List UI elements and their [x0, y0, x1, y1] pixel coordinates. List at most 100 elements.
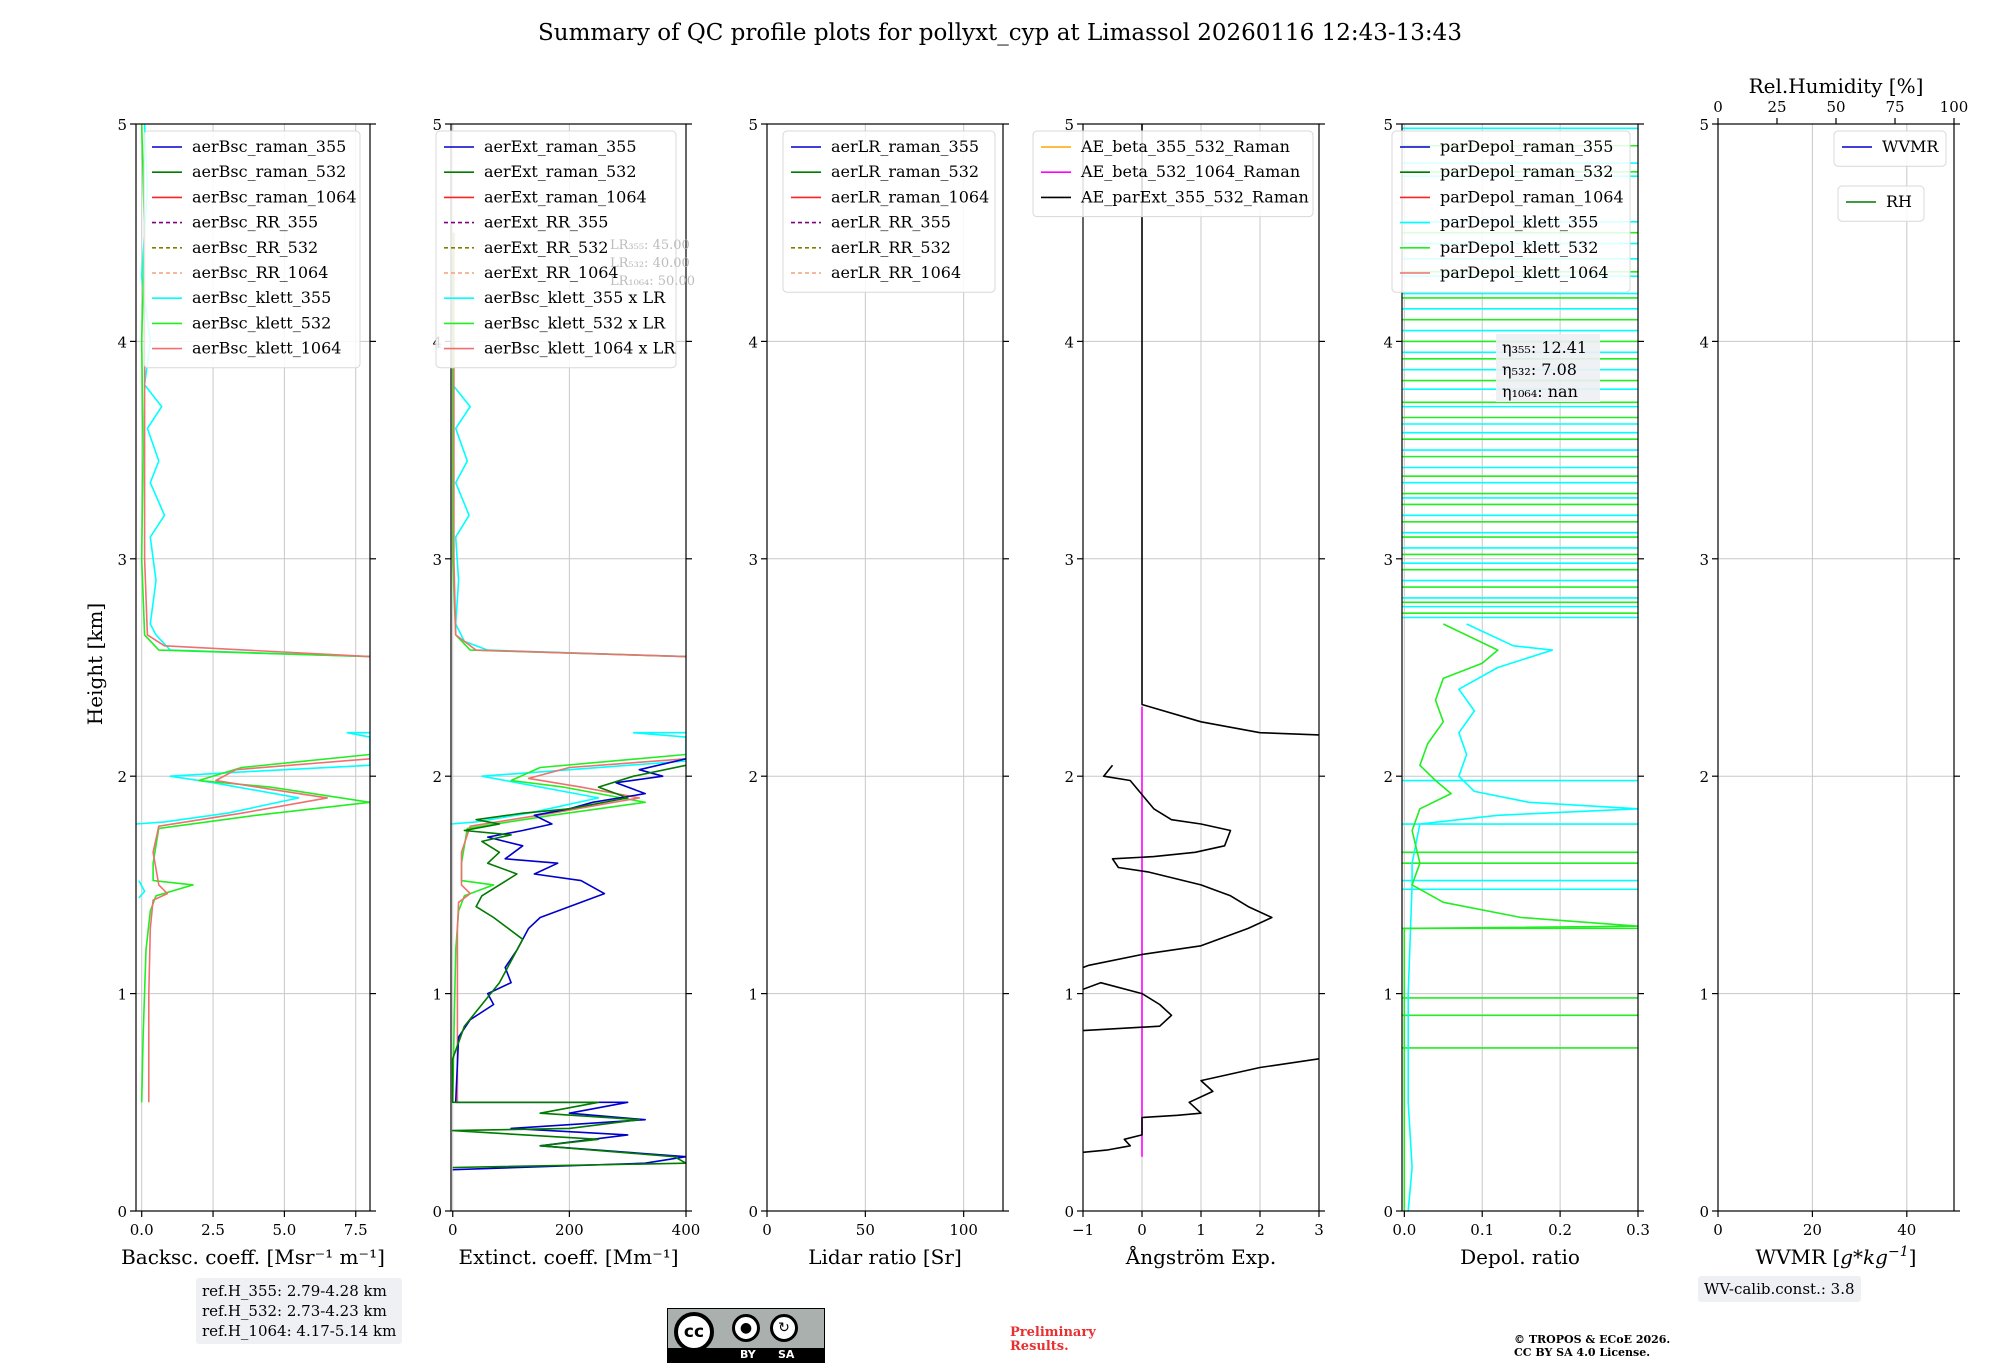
legend-rh-label-0: RH [1886, 192, 1912, 211]
wv-calib-box: WV-calib.const.: 3.8 [1698, 1276, 1861, 1302]
axes-frame [766, 123, 1004, 1212]
series-line-aerBsc_klett_532_low [140, 753, 370, 1103]
y-tick-label-2: 2 [748, 768, 758, 786]
series-line-AE_parExt_355_532_Raman_c [1083, 981, 1173, 1032]
series-line-aerBsc_klett_1064 x LR [453, 232, 686, 658]
x-tick-label-2: 100 [949, 1221, 978, 1239]
ref-heights-box: ref.H_355: 2.79-4.28 km ref.H_532: 2.73-… [196, 1278, 403, 1344]
legend-label-5: parDepol_klett_1064 [1440, 263, 1609, 282]
series-line-AE_parExt_355_532_Raman_b [1083, 764, 1273, 969]
y-tick-label-0: 0 [1699, 1203, 1709, 1221]
eta-annotation-1: η₅₃₂: 7.08 [1502, 360, 1577, 379]
legend-label-1: parDepol_raman_532 [1440, 162, 1613, 181]
x-tick-label-0: 0.0 [1392, 1221, 1416, 1239]
share-alike-icon: ↻ [770, 1314, 798, 1342]
cc-icon: cc [674, 1312, 714, 1352]
x-axis-label-pre: WVMR [ [1756, 1245, 1841, 1269]
legend-label-4: aerBsc_RR_532 [192, 238, 318, 257]
by-attribution-icon: ● [732, 1314, 760, 1342]
lr-annotation-2: LR₁₀₆₄: 50.00 [610, 274, 695, 289]
x-tick-label-0: 0 [1713, 1221, 1723, 1239]
preliminary-line-2: Results. [1010, 1339, 1069, 1354]
y-tick-label-2: 2 [1699, 768, 1709, 786]
x-tick-label-4: 3 [1314, 1221, 1324, 1239]
axes-frame [1401, 123, 1639, 1212]
legend-label-5: aerLR_RR_1064 [831, 263, 961, 282]
legend-label-7: aerBsc_klett_532 x LR [484, 313, 666, 332]
y-tick-label-0: 0 [1383, 1203, 1393, 1221]
eta-box [1496, 334, 1600, 402]
legend-label-2: AE_parExt_355_532_Raman [1080, 187, 1309, 206]
legend-label-6: aerBsc_klett_355 x LR [484, 288, 666, 307]
y-tick-label-3: 3 [1699, 551, 1709, 569]
copyright-note: © TROPOS & ECoE 2026. CC BY SA 4.0 Licen… [1514, 1333, 1670, 1359]
legend-label-0: AE_beta_355_532_Raman [1080, 137, 1290, 156]
y-tick-label-5: 5 [1064, 116, 1074, 134]
legend-label-5: aerExt_RR_1064 [484, 263, 619, 282]
copyright-line-2: CC BY SA 4.0 License. [1514, 1346, 1651, 1359]
legend-label-1: aerLR_raman_532 [831, 162, 979, 181]
x-tick-label-3: 0.3 [1626, 1221, 1650, 1239]
y-tick-label-5: 5 [432, 116, 442, 134]
y-tick-label-4: 4 [1383, 333, 1393, 351]
series-line-lightred_low [456, 758, 686, 1103]
x-tick-label-1: 0.1 [1470, 1221, 1494, 1239]
y-tick-label-3: 3 [748, 551, 758, 569]
x-tick-label-2: 5.0 [272, 1221, 296, 1239]
panel-bsc: 0 1 2 3 4 5 0.0 2.5 5.0 7.5 Backsc. coeff. [Msr⁻¹ … [117, 116, 384, 1269]
x-axis-label-post: ] [1909, 1245, 1917, 1269]
legend-label-3: aerLR_RR_355 [831, 213, 951, 232]
cc-by-label: BY [740, 1348, 756, 1361]
legend-label-0: aerLR_raman_355 [831, 137, 979, 156]
eta-annotation-0: η₃₅₅: 12.41 [1502, 338, 1587, 357]
y-tick-label-5: 5 [117, 116, 127, 134]
x-tick-label-1: 2.5 [201, 1221, 225, 1239]
cc-license-badge: cc ● ↻ BY SA [667, 1308, 825, 1363]
x-tick-label-1: 0 [1137, 1221, 1147, 1239]
series-line-aerExt_raman_532 [451, 764, 686, 1169]
y-tick-label-1: 1 [432, 986, 442, 1004]
legend-label-1: aerBsc_raman_532 [192, 162, 346, 181]
y-tick-label-3: 3 [117, 551, 127, 569]
legend-label-4: aerLR_RR_532 [831, 238, 951, 257]
x-tick-label-2: 0.2 [1548, 1221, 1572, 1239]
x-axis-label: Extinct. coeff. [Mm⁻¹] [458, 1245, 678, 1269]
preliminary-line-1: Preliminary [1010, 1325, 1096, 1340]
legend-box [1032, 130, 1314, 218]
legend-box [435, 130, 677, 369]
legend-label-4: aerExt_RR_532 [484, 238, 608, 257]
legend-label-4: parDepol_klett_532 [1440, 238, 1598, 257]
y-tick-label-1: 1 [1699, 986, 1709, 1004]
legend-rh-box [1837, 185, 1925, 222]
legend-box [143, 130, 361, 369]
lr-annotation-0: LR₃₅₅: 45.00 [610, 238, 690, 253]
series-group [1083, 124, 1319, 1157]
top-x-tick-label-2: 50 [1826, 98, 1845, 116]
legend-label-8: aerBsc_klett_1064 x LR [484, 339, 676, 358]
x-axis-label-sup: −1 [1888, 1244, 1909, 1260]
series-group [1402, 127, 1638, 1211]
y-tick-label-5: 5 [1699, 116, 1709, 134]
x-axis-label: Backsc. coeff. [Msr⁻¹ m⁻¹] [121, 1245, 385, 1269]
x-tick-label-0: 0.0 [130, 1221, 154, 1239]
legend-label-3: aerExt_RR_355 [484, 213, 608, 232]
ref-height-1064: ref.H_1064: 4.17-5.14 km [202, 1322, 397, 1340]
x-tick-label-1: 50 [856, 1221, 875, 1239]
legend-label-1: aerExt_raman_532 [484, 162, 637, 181]
series-line-parDepol_klett_532 [1403, 623, 1638, 1211]
series-line-aerBsc_klett_355_low [136, 731, 370, 825]
series-line-aerBsc_klett_355_ground [138, 880, 146, 899]
legend-label-2: aerLR_raman_1064 [831, 187, 989, 206]
axes-frame [450, 123, 687, 1212]
y-tick-label-0: 0 [432, 1203, 442, 1221]
y-tick-label-2: 2 [1383, 768, 1393, 786]
y-axis-label: Height [km] [83, 603, 107, 725]
legend-label-1: AE_beta_532_1064_Raman [1080, 162, 1300, 181]
x-axis-label: Ångström Exp. [1125, 1244, 1276, 1269]
x-axis-label-mid: g*kg [1840, 1245, 1888, 1269]
wv-calib-text: WV-calib.const.: 3.8 [1704, 1280, 1855, 1298]
legend-label-0: aerExt_raman_355 [484, 137, 637, 156]
axes-frame [135, 123, 371, 1212]
